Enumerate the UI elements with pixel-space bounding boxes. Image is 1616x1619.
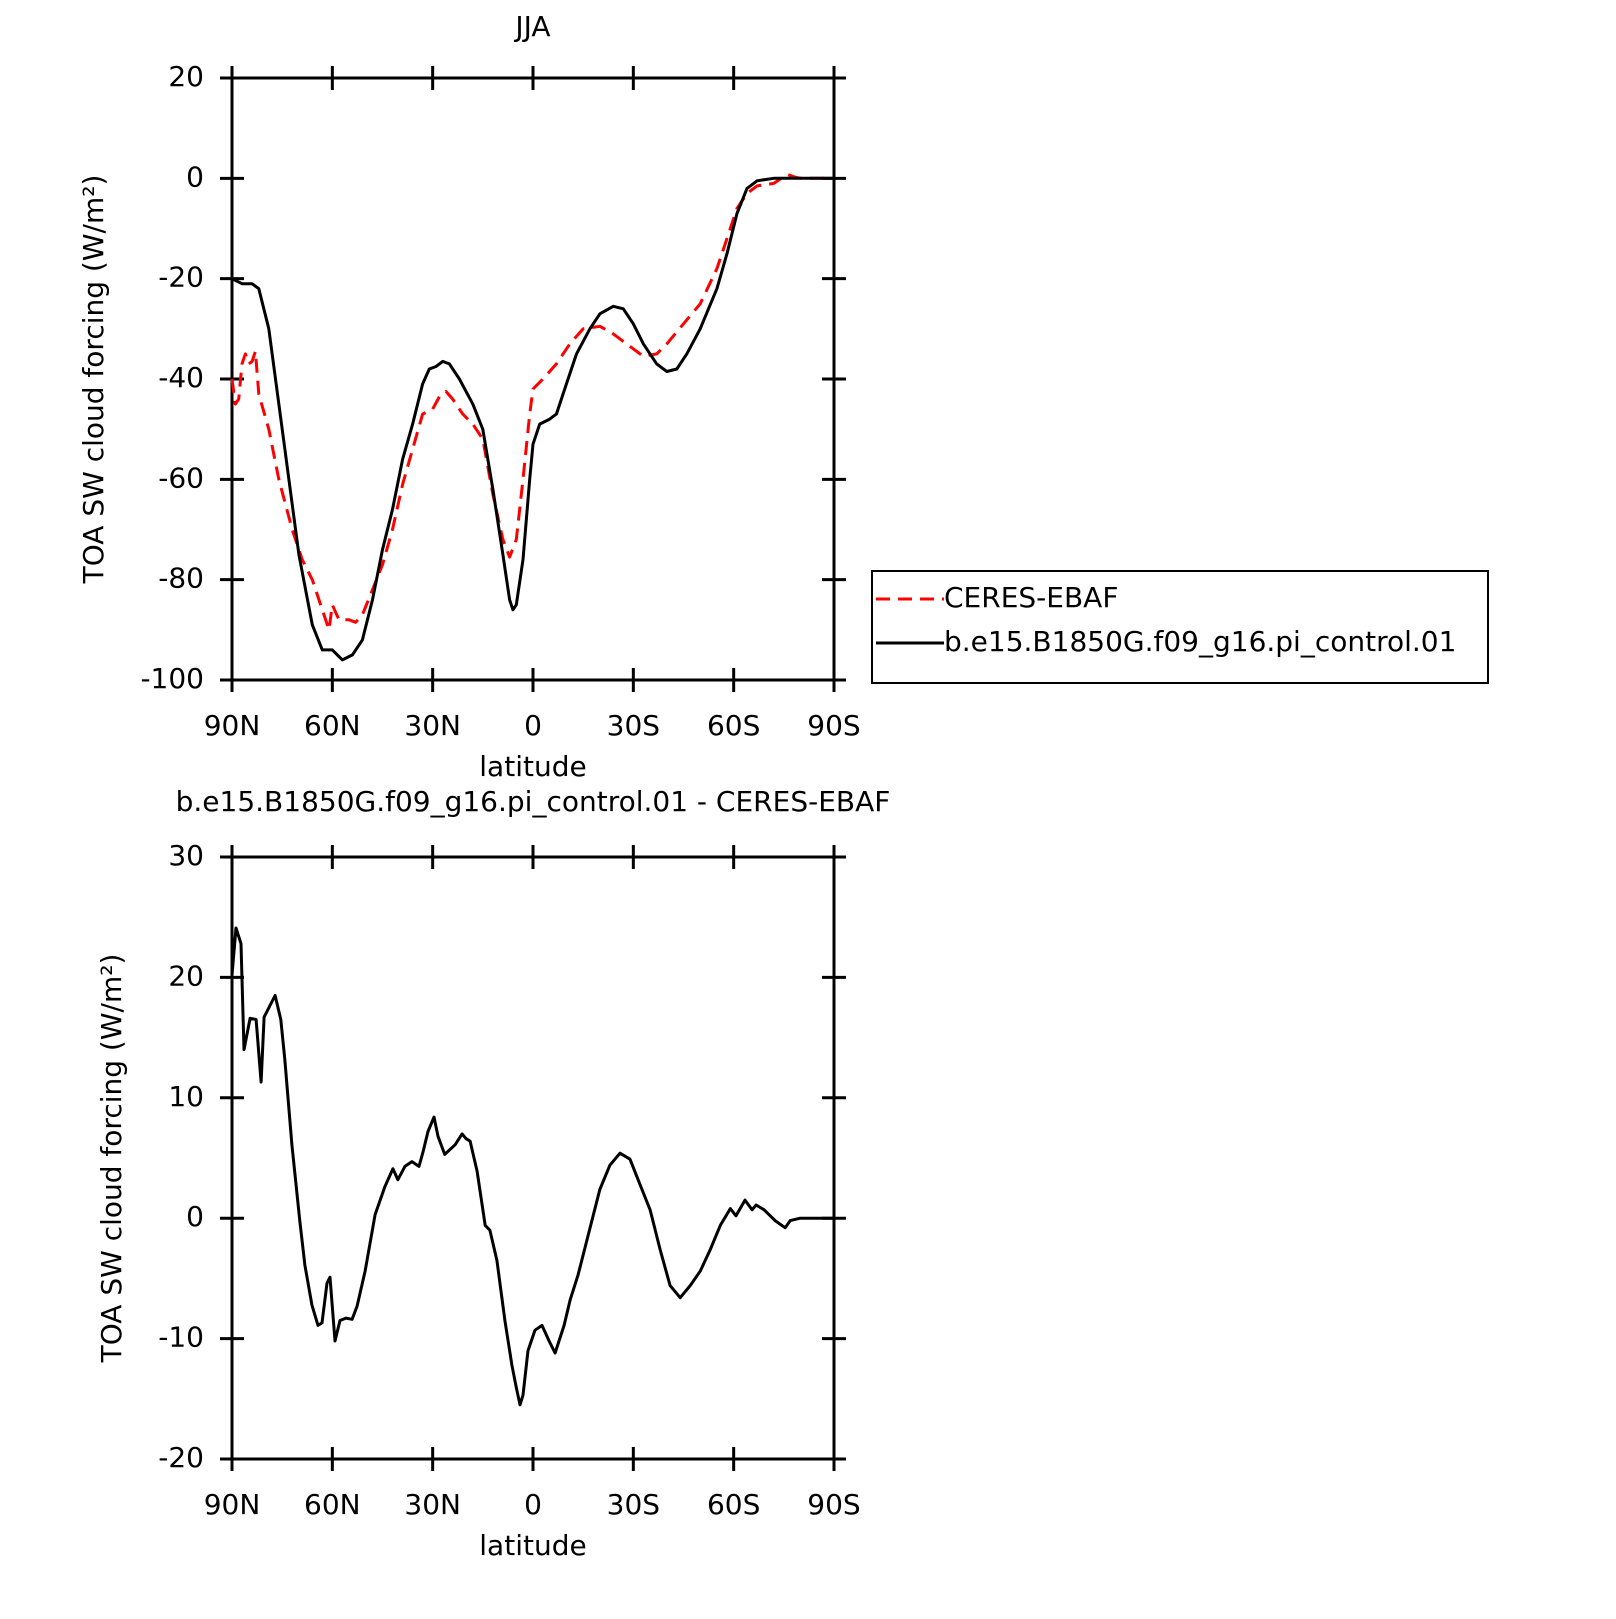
y-tick-label: 20 [168,60,204,93]
y-tick-label: -100 [140,662,204,695]
x-tick-label: 60S [707,1488,760,1521]
y-tick-label: -60 [158,461,204,494]
y-tick-label: 0 [186,160,204,193]
x-tick-label: 60N [304,1488,361,1521]
x-tick-label: 60N [304,709,361,742]
y-tick-label: 10 [168,1080,204,1113]
plot-frame [230,855,836,1461]
y-axis-label: TOA SW cloud forcing (W/m²) [95,954,128,1364]
y-tick-label: -20 [158,261,204,294]
x-tick-label: 60S [707,709,760,742]
y-tick-label: -10 [158,1321,204,1354]
x-tick-label: 30S [607,1488,660,1521]
data-line [230,172,834,632]
chart-title: JJA [513,10,550,43]
y-tick-label: -40 [158,361,204,394]
y-tick-label: -20 [158,1441,204,1474]
plot-frame [230,76,836,682]
x-tick-label: 0 [524,1488,542,1521]
x-tick-label: 90N [204,709,261,742]
y-tick-label: 0 [186,1200,204,1233]
x-tick-label: 30N [404,1488,461,1521]
data-line [230,926,834,1407]
data-line [231,176,834,662]
x-axis-label: latitude [479,750,586,783]
y-axis-label: TOA SW cloud forcing (W/m²) [77,175,110,585]
x-axis-label: latitude [479,1529,586,1562]
y-tick-label: 30 [168,839,204,872]
x-tick-label: 0 [524,709,542,742]
legend-label: CERES-EBAF [944,581,1118,614]
x-tick-label: 90S [807,709,860,742]
x-tick-label: 30N [404,709,461,742]
x-tick-label: 90S [807,1488,860,1521]
legend-box [871,570,1489,684]
chart-title: b.e15.B1850G.f09_g16.pi_control.01 - CER… [176,785,891,818]
x-tick-label: 90N [204,1488,261,1521]
y-tick-label: 20 [168,959,204,992]
legend-label: b.e15.B1850G.f09_g16.pi_control.01 [944,625,1456,658]
x-tick-label: 30S [607,709,660,742]
y-tick-label: -80 [158,562,204,595]
